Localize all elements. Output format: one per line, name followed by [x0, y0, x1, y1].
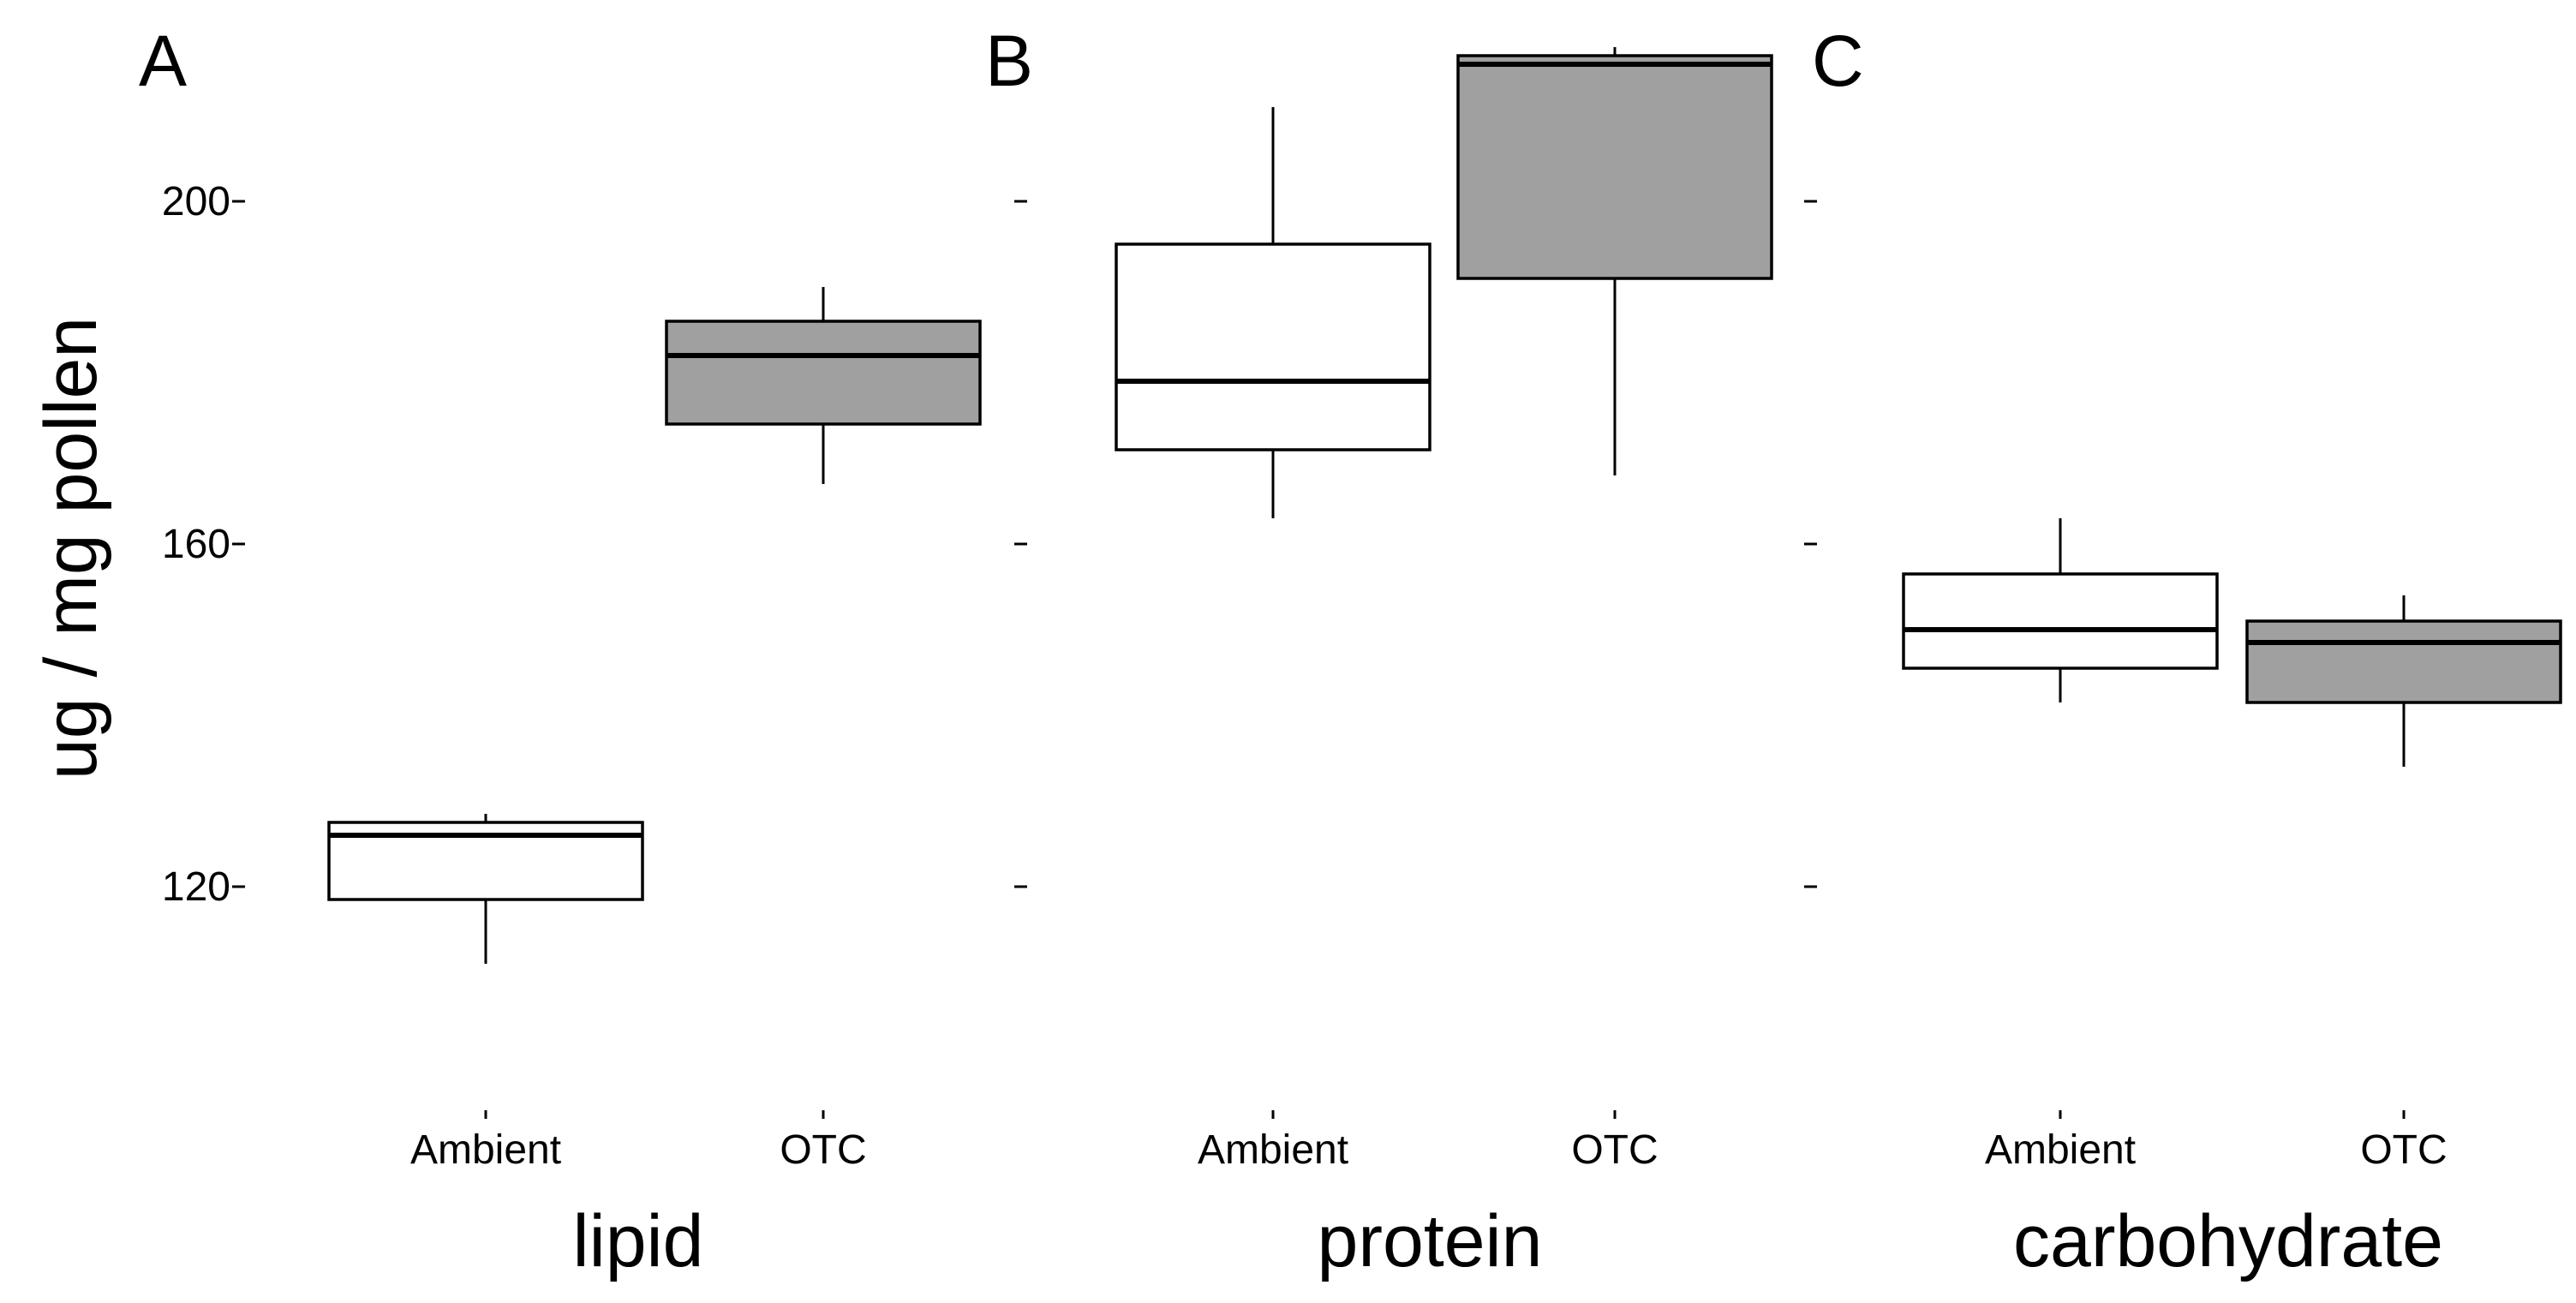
- iqr-box: [1902, 572, 2219, 670]
- iqr-box: [1456, 54, 1773, 280]
- panel-c: C Ambient OTC carbohydrate: [1804, 21, 2562, 1282]
- box-ambient: [327, 814, 644, 964]
- iqr-box: [665, 320, 982, 426]
- category-label: OTC: [1571, 1127, 1658, 1173]
- y-axis-label: ug / mg pollen: [30, 317, 112, 780]
- panel-xlabel: carbohydrate: [2013, 1200, 2443, 1282]
- category-label: OTC: [2360, 1127, 2447, 1173]
- iqr-box: [1115, 242, 1431, 451]
- category-label: Ambient: [1985, 1127, 2136, 1173]
- category-label: Ambient: [1198, 1127, 1348, 1173]
- box-otc: [2245, 595, 2562, 767]
- panel-letter: C: [1812, 21, 1864, 101]
- panel-letter: B: [985, 21, 1033, 101]
- panel-letter: A: [139, 21, 187, 101]
- panel-xlabel: lipid: [573, 1200, 704, 1282]
- panel-xlabel: protein: [1318, 1200, 1543, 1282]
- panel-b: B Ambient OTC protein: [985, 21, 1773, 1282]
- box-ambient: [1115, 107, 1431, 518]
- iqr-box: [2245, 619, 2562, 704]
- category-label: Ambient: [410, 1127, 561, 1173]
- y-tick-label: 120: [162, 864, 230, 910]
- panel-a: A 120 160 200 Ambient OTC lipid: [139, 21, 982, 1282]
- box-ambient: [1902, 518, 2219, 702]
- y-tick-label: 200: [162, 179, 230, 224]
- box-otc: [1456, 47, 1773, 475]
- y-tick-label: 160: [162, 522, 230, 567]
- box-otc: [665, 287, 982, 484]
- category-label: OTC: [780, 1127, 866, 1173]
